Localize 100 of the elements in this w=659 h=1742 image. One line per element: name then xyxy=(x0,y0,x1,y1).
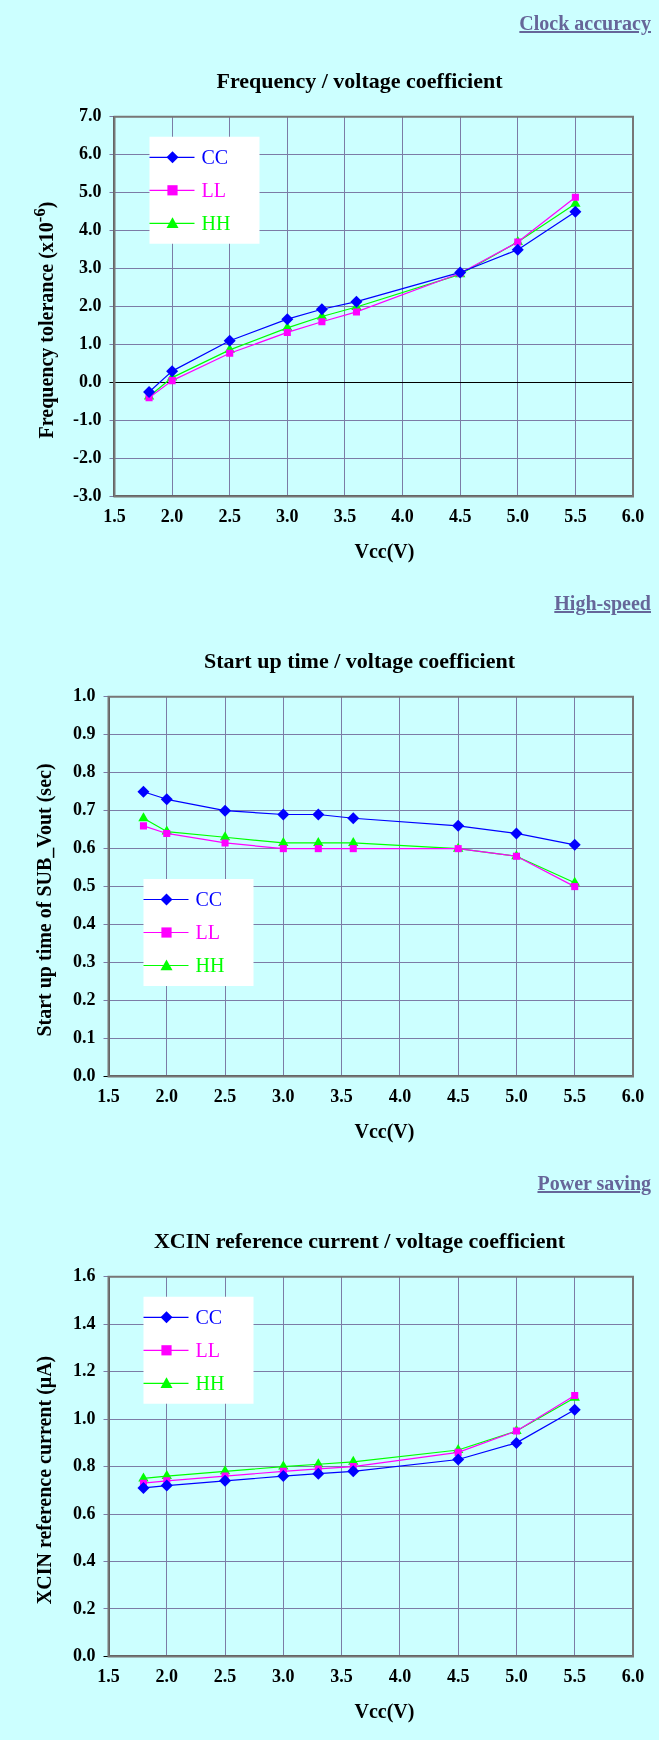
point xyxy=(318,318,326,326)
point xyxy=(166,365,179,378)
legend-label: LL xyxy=(201,178,226,201)
y-tick-label: 0.3 xyxy=(73,951,96,972)
point xyxy=(452,1453,465,1466)
legend-label: CC xyxy=(195,887,223,910)
x-tick-label: 3.5 xyxy=(330,1665,353,1686)
point xyxy=(315,303,328,316)
point xyxy=(568,1403,581,1416)
y-tick-label: 4.0 xyxy=(78,219,102,240)
point xyxy=(139,822,147,830)
point xyxy=(226,349,234,357)
chart-subtitle: High-speed xyxy=(554,592,651,615)
legend-label: LL xyxy=(195,1338,220,1361)
point xyxy=(143,386,156,399)
point xyxy=(168,377,176,385)
point xyxy=(510,1436,523,1449)
x-tick-label: 1.5 xyxy=(97,1085,120,1106)
chart-subtitle: Clock accuracy xyxy=(519,12,651,35)
y-tick-label: 0.0 xyxy=(73,1645,96,1666)
x-tick-label: 3.0 xyxy=(276,505,299,526)
y-tick-label: 1.6 xyxy=(73,1265,96,1286)
x-tick-label: 5.0 xyxy=(505,1085,528,1106)
y-axis-title: XCIN reference current (μA) xyxy=(32,1354,56,1607)
y-tick-label: 5.0 xyxy=(78,181,102,202)
y-tick-label: 1.4 xyxy=(73,1312,96,1333)
point xyxy=(219,804,232,817)
point xyxy=(219,1474,232,1487)
y-tick-label: 0.0 xyxy=(78,371,102,392)
point xyxy=(350,295,363,308)
point xyxy=(347,812,360,825)
legend-label: HH xyxy=(201,211,231,234)
x-tick-label: 5.5 xyxy=(564,505,587,526)
point xyxy=(163,829,171,837)
x-tick-label: 2.5 xyxy=(213,1665,237,1686)
y-tick-label: 6.0 xyxy=(78,143,102,164)
chart-title: XCIN reference current / voltage coefficient xyxy=(152,1228,567,1254)
point xyxy=(283,328,291,336)
y-tick-label: 0.9 xyxy=(73,723,96,744)
x-tick-label: 6.0 xyxy=(621,1085,645,1106)
y-tick-label: 0.6 xyxy=(73,1502,96,1523)
y-tick-label: 1.0 xyxy=(78,333,102,354)
y-tick-label: 7.0 xyxy=(78,105,102,126)
legend-label: CC xyxy=(195,1305,223,1328)
point xyxy=(571,193,579,201)
x-tick-label: 2.0 xyxy=(160,505,184,526)
point xyxy=(160,1479,173,1492)
x-tick-label: 2.0 xyxy=(155,1085,179,1106)
point xyxy=(223,334,236,347)
x-tick-label: 5.0 xyxy=(505,1665,528,1686)
y-tick-label: -2.0 xyxy=(72,447,102,468)
y-tick-label: 0.0 xyxy=(73,1065,96,1086)
point xyxy=(314,845,322,853)
y-tick-label: 0.5 xyxy=(73,875,96,896)
point xyxy=(510,827,523,840)
y-tick-label: 0.8 xyxy=(73,761,96,782)
x-tick-label: 3.5 xyxy=(330,1085,353,1106)
x-tick-label: 4.0 xyxy=(388,1665,412,1686)
x-tick-label: 2.0 xyxy=(155,1665,179,1686)
legend-label: HH xyxy=(195,1371,225,1394)
y-tick-label: 1.0 xyxy=(73,1407,96,1428)
chart-title: Frequency / voltage coefficient xyxy=(215,68,504,94)
y-tick-label: 0.6 xyxy=(73,837,96,858)
x-tick-label: 2.5 xyxy=(213,1085,237,1106)
x-tick-label: 5.5 xyxy=(563,1085,586,1106)
x-tick-label: 3.0 xyxy=(272,1085,295,1106)
point xyxy=(160,793,173,806)
x-tick-label: 4.5 xyxy=(446,1665,470,1686)
point xyxy=(138,812,149,822)
y-tick-label: 2.0 xyxy=(78,295,102,316)
y-tick-label: 1.2 xyxy=(73,1360,96,1381)
point xyxy=(137,1481,150,1494)
x-axis-title: Vcc(V) xyxy=(353,540,416,563)
point xyxy=(571,883,579,891)
y-tick-label: -3.0 xyxy=(72,485,102,506)
x-tick-label: 1.5 xyxy=(97,1665,120,1686)
chart-title: Start up time / voltage coefficient xyxy=(203,648,516,674)
y-tick-label: 1.0 xyxy=(73,685,96,706)
x-tick-label: 4.5 xyxy=(446,1085,470,1106)
point xyxy=(281,313,294,326)
point xyxy=(352,308,360,316)
point xyxy=(312,1467,325,1480)
x-tick-label: 1.5 xyxy=(103,505,126,526)
point xyxy=(137,785,150,798)
chart-subtitle: Power saving xyxy=(537,1172,651,1195)
x-tick-label: 5.0 xyxy=(506,505,530,526)
x-tick-label: 3.5 xyxy=(333,505,357,526)
x-tick-label: 6.0 xyxy=(621,505,645,526)
y-tick-label: 0.1 xyxy=(73,1027,96,1048)
point xyxy=(277,808,290,821)
y-axis-title: Start up time of SUB_Vout (sec) xyxy=(32,762,56,1039)
point xyxy=(349,845,357,853)
y-tick-label: 0.2 xyxy=(73,989,96,1010)
x-axis-title: Vcc(V) xyxy=(353,1120,416,1143)
y-tick-label: 0.7 xyxy=(73,799,96,820)
x-tick-label: 3.0 xyxy=(272,1665,295,1686)
point xyxy=(221,839,229,847)
point xyxy=(569,205,582,218)
x-tick-label: 4.0 xyxy=(391,505,414,526)
point xyxy=(312,808,325,821)
